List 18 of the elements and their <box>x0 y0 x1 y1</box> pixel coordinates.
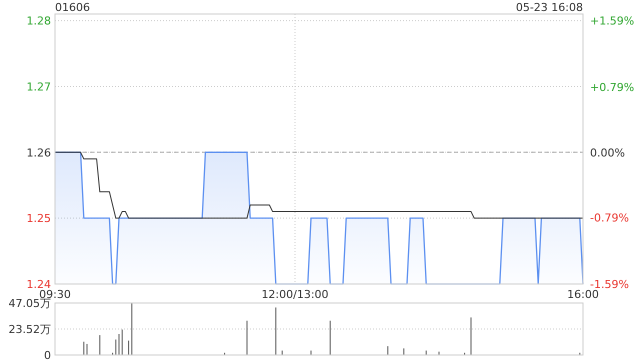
chart-title: 01606 <box>55 1 90 14</box>
x-tick-label: 16:00 <box>567 288 599 301</box>
y2-tick-label: +0.79% <box>590 80 634 94</box>
y2-tick-label: -1.59% <box>590 278 629 291</box>
y2-tick-label: +1.59% <box>590 14 634 28</box>
y-tick-label: 23.52万 <box>8 323 51 336</box>
text: 05-23 16:08 <box>516 1 583 14</box>
y-tick-label: 1.25 <box>26 212 51 226</box>
y-tick-label: 1.28 <box>26 14 51 28</box>
y-tick-label: 0 <box>44 349 51 360</box>
y-tick-label: 1.26 <box>26 146 51 160</box>
y-tick-label: 47.05万 <box>8 297 51 310</box>
x-tick-label: 12:00/13:00 <box>261 288 329 301</box>
y-tick-label: 1.24 <box>26 278 51 291</box>
y2-tick-label: -0.79% <box>590 212 629 225</box>
line-series <box>54 152 584 219</box>
y2-tick-label: 0.00% <box>590 146 625 160</box>
y-tick-label: 1.27 <box>26 80 51 94</box>
